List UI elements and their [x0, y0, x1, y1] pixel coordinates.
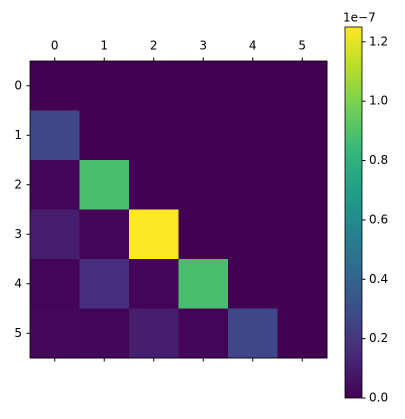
heatmap-cell	[129, 259, 179, 309]
heatmap-cell	[30, 110, 80, 161]
y-tick-label: 0	[14, 78, 22, 92]
heatmap-cell	[129, 160, 179, 210]
heatmap-cell	[129, 308, 179, 359]
heatmap-cell	[228, 308, 278, 359]
heatmap-cell	[30, 209, 80, 260]
heatmap-cell	[30, 308, 80, 359]
x-tick-label: 0	[51, 39, 59, 53]
y-tick-label: 1	[14, 128, 22, 142]
x-tick-label: 4	[249, 39, 257, 53]
heatmap-cell	[178, 308, 229, 359]
y-tick-label: 4	[14, 276, 22, 290]
x-tick-label: 2	[150, 39, 158, 53]
heatmap-cell	[79, 209, 130, 260]
heatmap-cell	[178, 160, 229, 210]
colorbar-tick-label: 0.4	[369, 272, 388, 286]
colorbar-tick-label: 0.8	[369, 153, 388, 167]
heatmap-cell	[129, 110, 179, 161]
heatmap-cell	[129, 61, 179, 111]
heatmap-cell	[228, 160, 278, 210]
heatmap-cell	[178, 259, 229, 309]
heatmap-cell	[178, 110, 229, 161]
heatmap-cell	[277, 61, 328, 111]
heatmap-cell	[129, 209, 179, 260]
heatmap-cell	[30, 259, 80, 309]
colorbar-tick-label: 1.2	[369, 34, 388, 48]
heatmap-cell	[178, 61, 229, 111]
heatmap-cell	[178, 209, 229, 260]
heatmap-cell	[228, 110, 278, 161]
heatmap-cell	[277, 209, 328, 260]
heatmap-cell	[277, 110, 328, 161]
heatmap-cell	[30, 160, 80, 210]
heatmap-cell	[79, 110, 130, 161]
heatmap-cell	[277, 308, 328, 359]
colorbar-tick-label: 1.0	[369, 94, 388, 108]
heatmap-cell	[277, 160, 328, 210]
colorbar-tick-label: 0.2	[369, 331, 388, 345]
heatmap-cell	[79, 308, 130, 359]
heatmap-cell	[79, 61, 130, 111]
plot-frame	[29, 60, 328, 359]
colorbar-offset: 1e−7	[343, 11, 376, 25]
colorbar	[344, 26, 363, 399]
y-tick-label: 5	[14, 326, 22, 340]
heatmap-cell	[228, 259, 278, 309]
heatmap-cell	[79, 259, 130, 309]
y-tick-label: 3	[14, 227, 22, 241]
heatmap-cell	[228, 61, 278, 111]
x-tick-label: 1	[100, 39, 108, 53]
heatmap-cell	[277, 259, 328, 309]
y-tick-label: 2	[14, 177, 22, 191]
x-tick-label: 3	[199, 39, 207, 53]
colorbar-tick-label: 0.6	[369, 212, 388, 226]
colorbar-tick-label: 0.0	[369, 391, 388, 405]
heatmap-cell	[228, 209, 278, 260]
heatmap-cell	[30, 61, 80, 111]
heatmap-cell	[79, 160, 130, 210]
x-tick-label: 5	[298, 39, 306, 53]
